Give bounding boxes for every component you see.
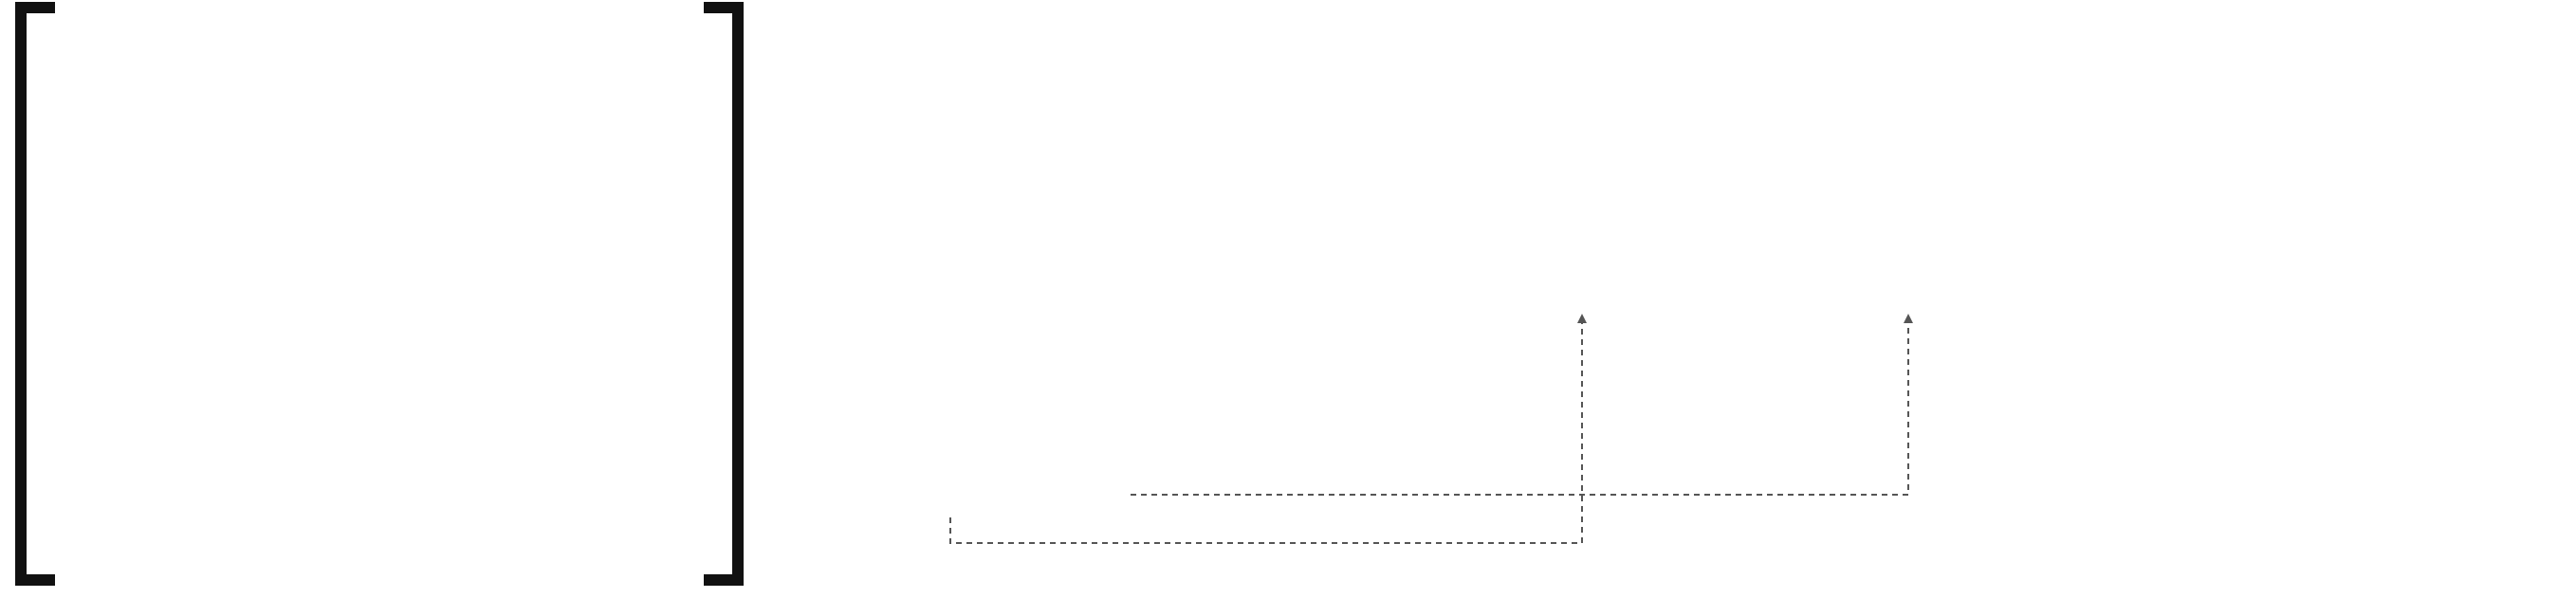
left-bracket — [15, 2, 55, 586]
right-bracket — [704, 2, 744, 586]
start2-arrow — [949, 314, 1587, 544]
end2-arrow — [1131, 314, 1913, 496]
